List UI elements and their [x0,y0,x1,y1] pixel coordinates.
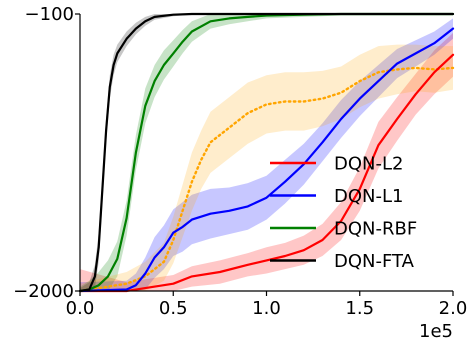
band-series-2 [80,14,453,291]
x-tick-label: 0.5 [159,298,188,319]
y-tick-label: −100 [25,4,74,25]
band-series-4 [80,44,453,291]
y-tick-label: −2000 [13,281,74,302]
legend-label: DQN-RBF [334,219,417,240]
legend-label: DQN-FTA [334,251,415,272]
line-series-0 [78,53,455,293]
legend-label: DQN-L1 [334,186,403,207]
x-axis-scale-label: 1e5 [419,321,453,340]
band-series-0 [80,33,453,291]
legend-label: DQN-L2 [334,154,403,175]
x-tick-label: 0.0 [66,298,95,319]
x-tick-label: 1.5 [345,298,374,319]
x-tick-label: 1.0 [252,298,281,319]
legend: DQN-L2 DQN-L1 DQN-RBF DQN-FTA [270,154,417,272]
x-tick-label: 2.0 [439,298,468,319]
series-lines [78,12,455,293]
confidence-bands [80,14,453,292]
line-series-1 [78,27,455,293]
ticks: 0.0 0.5 1.0 1.5 2.0 −2000 −100 [13,4,467,319]
line-series-3 [78,12,455,293]
band-series-1 [80,18,453,292]
